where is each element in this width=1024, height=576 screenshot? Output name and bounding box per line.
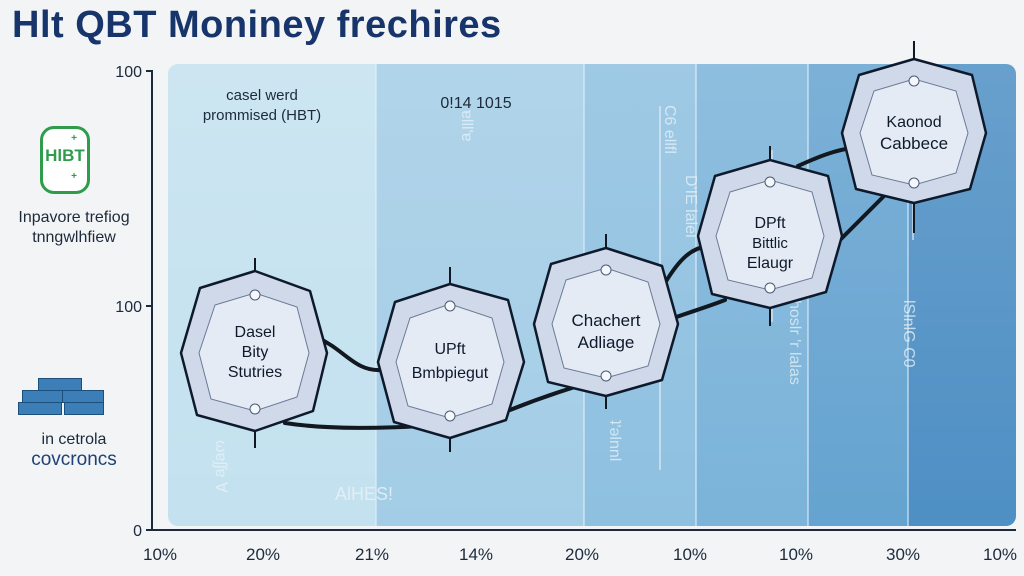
page-title: Hlt QBT Moniney frechires	[12, 4, 502, 46]
vertical-label-6: ʇ'ǝlnnl	[606, 420, 623, 461]
node-3: Chachert Adliage	[532, 234, 680, 409]
annotation-top-left-2: prommised (HBT)	[203, 107, 321, 124]
vertical-label-4: hoslr 'r lalas	[786, 300, 803, 385]
node-3-line-1: Chachert	[572, 311, 641, 330]
y-tick-middle: 100	[115, 299, 142, 316]
hbt-badge-icon: + HlBT +	[40, 126, 90, 194]
annotations: casel werd prommised (HBT) 0!14 1015 AlH…	[203, 87, 512, 504]
node-4-line-1: DPft	[754, 215, 786, 232]
node-1: Dasel Bity Stutries	[179, 258, 329, 448]
legend-caption-1-line1: Inpavore trefiog	[18, 209, 130, 226]
node-4-line-3: Elaugr	[747, 255, 794, 272]
annotation-top-center: 0!14 1015	[440, 95, 511, 112]
connector-7	[838, 194, 886, 242]
vertical-label-2: C6 ellfl	[661, 105, 678, 154]
x-tick-1: 10%	[143, 545, 177, 564]
legend-caption-2-line2: covcroncs	[31, 449, 117, 470]
annotation-top-left-1: casel werd	[226, 87, 298, 104]
legend-caption-1-line2: tnngwlhfiew	[32, 229, 116, 246]
x-tick-3: 21%	[355, 545, 389, 564]
vertical-label-1: ωɐʃʃɐ ∀	[212, 440, 229, 493]
node-1-line-2: Bity	[242, 344, 269, 361]
x-tick-5: 20%	[565, 545, 599, 564]
axes	[146, 70, 1016, 531]
x-tick-6: 10%	[673, 545, 707, 564]
vertical-label-5: lSlnlG C0	[900, 300, 917, 368]
legend-caption-2-line1: in cetrola	[41, 431, 107, 448]
node-5: Kaonod Cabbece	[840, 41, 988, 233]
y-tick-top: 100	[115, 64, 142, 81]
vertical-label-7: ɐlll'ɐ	[458, 110, 475, 142]
y-axis-ticks: 100 100 0	[115, 64, 142, 540]
node-3-line-2: Adliage	[578, 333, 635, 352]
badge-text: HlBT	[45, 146, 85, 165]
x-tick-7: 10%	[779, 545, 813, 564]
annotation-bottom-center: AlHES!	[335, 484, 393, 504]
node-1-line-1: Dasel	[235, 324, 276, 341]
node-2-line-1: UPft	[434, 341, 466, 358]
legend-caption-1: Inpavore trefiog tnngwlhfiew	[4, 208, 144, 248]
node-4: DPft Bittlic Elaugr	[696, 146, 844, 326]
x-axis-ticks: 10% 20% 21% 14% 20% 10% 10% 30% 10%	[143, 545, 1017, 564]
node-5-line-2: Cabbece	[880, 134, 948, 153]
node-2: UPft Bmbpiegut	[376, 267, 526, 452]
node-1-line-3: Stutries	[228, 364, 282, 381]
node-4-line-2: Bittlic	[752, 235, 788, 252]
x-tick-2: 20%	[246, 545, 280, 564]
node-5-line-1: Kaonod	[886, 114, 941, 131]
x-tick-8: 30%	[886, 545, 920, 564]
node-2-line-2: Bmbpiegut	[412, 365, 489, 382]
x-tick-9: 10%	[983, 545, 1017, 564]
x-tick-4: 14%	[459, 545, 493, 564]
y-tick-bottom: 0	[133, 523, 142, 540]
vertical-decor-labels: ωɐʃʃɐ ∀ C6 ellfl D'IE lalel hoslr 'r lal…	[212, 105, 917, 493]
vertical-label-3: D'IE lalel	[682, 175, 699, 238]
badge-plus-top-icon: +	[71, 133, 77, 144]
legend-caption-2: in cetrola covcroncs	[4, 430, 144, 470]
badge-plus-bottom-icon: +	[71, 171, 77, 182]
